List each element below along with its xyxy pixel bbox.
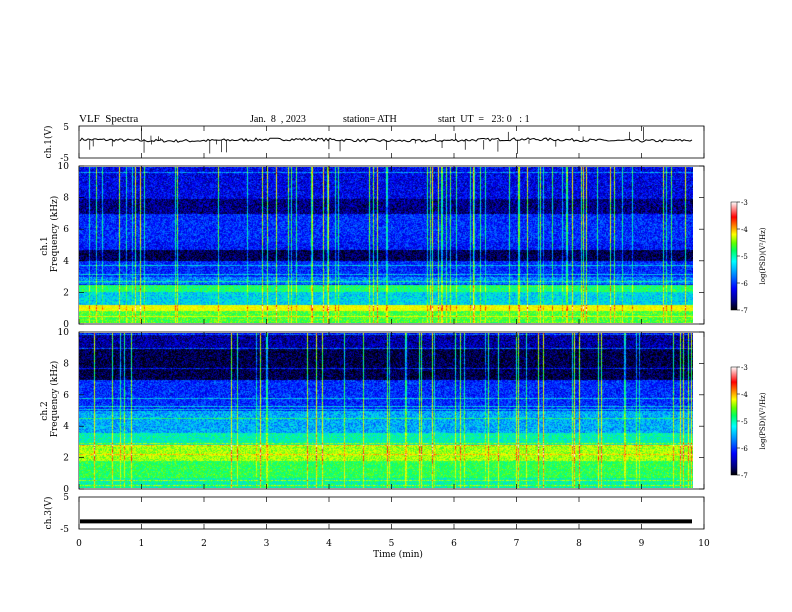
ch2-colorbar-ticks: -3 -4 -5 -6 -7 xyxy=(737,364,748,480)
time-axis-label: Time (min) xyxy=(373,549,423,560)
ch1-waveform-frame xyxy=(78,125,705,159)
ch2-colorbar xyxy=(730,366,738,476)
xtick-label: 10 xyxy=(698,539,710,549)
ch1-ytick-5: 5 xyxy=(63,123,69,133)
ytick-label: 8 xyxy=(63,359,69,369)
xtick-label: 4 xyxy=(326,539,332,549)
colorbar-tick-label: -5 xyxy=(741,253,748,261)
ytick-label: 10 xyxy=(58,162,70,172)
colorbar-tick-label: -7 xyxy=(741,307,748,315)
xtick-label: 8 xyxy=(576,539,582,549)
figure-title: VLF Spectra xyxy=(79,113,139,125)
ch1-waveform-panel: 5 -5 ch.1(V) xyxy=(43,123,705,164)
ch1-colorbar-ticks: -3 -4 -5 -6 -7 xyxy=(737,199,748,315)
start-time-label: start UT = 23: 0 : 1 xyxy=(438,114,530,125)
ytick-label: 10 xyxy=(58,328,70,338)
ch1-colorbar xyxy=(730,201,738,311)
ch1-spectrogram-image xyxy=(79,167,693,323)
ch2-channel-label: ch.2 xyxy=(40,401,50,420)
ch3-ytick-neg5: -5 xyxy=(60,525,69,535)
xtick-label: 1 xyxy=(139,539,145,549)
ytick-label: 6 xyxy=(63,391,69,401)
ch1-ylabel: ch.1(V) xyxy=(43,126,54,159)
ch3-ylabel: ch.3(V) xyxy=(43,497,54,530)
time-axis: 0 1 2 3 4 5 6 7 8 9 10 xyxy=(76,126,710,549)
ch1-spectrogram-yaxis: 0 2 4 6 8 10 xyxy=(58,162,704,330)
ytick-label: 6 xyxy=(63,225,69,235)
ch1-ytick-neg5: -5 xyxy=(60,154,69,164)
colorbar-tick-label: -6 xyxy=(741,280,748,288)
ytick-label: 2 xyxy=(63,454,69,464)
ch2-spectrogram-image xyxy=(79,333,693,488)
date-label: Jan. 8 , 2023 xyxy=(250,114,306,125)
colorbar-tick-label: -3 xyxy=(741,364,748,372)
xtick-label: 2 xyxy=(201,539,207,549)
xtick-label: 6 xyxy=(451,539,457,549)
colorbar-tick-label: -5 xyxy=(741,418,748,426)
xtick-label: 0 xyxy=(76,539,82,549)
colorbar-tick-label: -3 xyxy=(741,199,748,207)
colorbar-tick-label: -4 xyxy=(741,391,748,399)
ytick-label: 4 xyxy=(63,422,69,432)
ch3-ytick-5: 5 xyxy=(63,493,69,503)
xtick-label: 3 xyxy=(264,539,270,549)
xtick-label: 5 xyxy=(389,539,395,549)
colorbar-tick-label: -7 xyxy=(741,472,748,480)
xtick-label: 7 xyxy=(514,539,520,549)
ch2-frequency-label: Frequency (kHz) xyxy=(49,361,60,438)
ch1-waveform-spikes xyxy=(89,127,644,154)
ch1-channel-label: ch.1 xyxy=(40,236,50,255)
ch1-waveform-trace xyxy=(79,137,693,143)
ch1-frequency-label: Frequency (kHz) xyxy=(49,196,60,273)
ytick-label: 0 xyxy=(63,320,69,330)
ch2-colorbar-label: log(PSD)(V²/Hz) xyxy=(759,392,767,449)
ch3-waveform-panel: 5 -5 ch.3(V) xyxy=(43,493,705,535)
ytick-label: 2 xyxy=(63,288,69,298)
ytick-label: 0 xyxy=(63,485,69,495)
ytick-label: 4 xyxy=(63,257,69,267)
colorbar-tick-label: -4 xyxy=(741,226,748,234)
station-label: station= ATH xyxy=(343,114,397,125)
ch2-spectrogram-yaxis: 0 2 4 6 8 10 xyxy=(58,328,704,495)
xtick-label: 9 xyxy=(639,539,645,549)
colorbar-tick-label: -6 xyxy=(741,445,748,453)
ch3-waveform-frame xyxy=(78,496,705,530)
ytick-label: 8 xyxy=(63,194,69,204)
ch1-colorbar-label: log(PSD)(V²/Hz) xyxy=(759,227,767,284)
